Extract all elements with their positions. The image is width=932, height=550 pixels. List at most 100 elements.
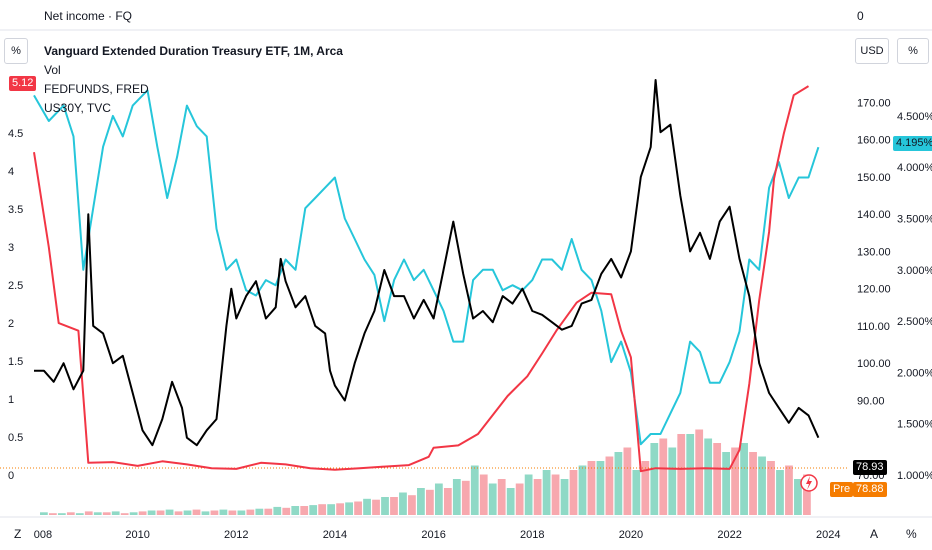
x-tick-label: 2016: [421, 529, 445, 541]
left-axis-tick: 3.5: [8, 204, 23, 216]
volume-bar: [542, 470, 551, 515]
volume-bar: [704, 438, 713, 515]
legend-fedfunds[interactable]: FEDFUNDS, FRED: [44, 82, 149, 96]
volume-bar: [452, 479, 461, 515]
volume-bar: [767, 461, 775, 515]
yield-axis-tick: 3.500%: [897, 214, 932, 226]
volume-bar: [632, 470, 641, 515]
volume-bar: [408, 495, 416, 515]
volume-bar: [695, 429, 704, 515]
yield-axis-tick: 4.000%: [897, 162, 932, 174]
volume-bar: [111, 511, 120, 515]
volume-bar: [605, 456, 614, 515]
pre-value-tag: 78.88: [853, 482, 887, 497]
left-axis-tick: 0.5: [8, 432, 23, 444]
legend-us30y[interactable]: US30Y, TVC: [44, 101, 111, 115]
left-scale-button[interactable]: %: [4, 38, 28, 64]
volume-bar: [138, 511, 147, 515]
x-tick-label: 008: [34, 529, 52, 541]
volume-bar: [147, 510, 156, 515]
volume-bar: [57, 513, 66, 515]
x-tick-label: 2010: [125, 529, 149, 541]
volume-bar: [776, 470, 784, 515]
volume-bar: [354, 501, 362, 515]
yield-axis-tick: 2.000%: [897, 367, 932, 379]
net-income-value: 0: [857, 9, 864, 23]
volume-bar: [264, 508, 273, 515]
volume-bar: [650, 443, 659, 515]
volume-bar: [578, 465, 587, 515]
volume-bar: [363, 498, 371, 515]
volume-bar: [282, 507, 291, 515]
volume-bar: [246, 509, 255, 515]
volume-bar: [399, 492, 407, 515]
volume-bar: [165, 509, 174, 515]
x-tick-label: 2012: [224, 529, 248, 541]
volume-bar: [560, 479, 569, 515]
yield-axis-tick: 2.500%: [897, 316, 932, 328]
x-tick-label: 2018: [520, 529, 544, 541]
volume-bar: [686, 434, 695, 515]
volume-bar: [713, 443, 722, 515]
yield-axis-tick: 1.000%: [897, 470, 932, 482]
zoom-z-button[interactable]: Z: [14, 527, 22, 541]
volume-bar: [417, 488, 425, 515]
volume-bar: [587, 461, 596, 515]
volume-bar: [201, 511, 210, 515]
legend-vol[interactable]: Vol: [44, 63, 61, 77]
price-axis-tick: 110.00: [857, 321, 890, 333]
price-axis-tick: 150.00: [857, 172, 891, 184]
lightning-icon-glyph: [806, 476, 812, 490]
volume-bar: [434, 483, 443, 515]
fedfunds-series-line: [33, 85, 810, 473]
us30y-last-tag: 4.195%: [893, 136, 932, 151]
price-last-tag: 78.93: [853, 460, 887, 475]
volume-bar: [785, 465, 793, 515]
volume-bar: [668, 447, 677, 515]
yield-axis-tick: 4.500%: [897, 111, 932, 123]
volume-bar: [596, 461, 605, 515]
volume-bar: [426, 489, 434, 515]
volume-bar: [66, 512, 75, 515]
price-axis-tick: 90.00: [857, 395, 885, 407]
volume-bar: [273, 506, 282, 515]
left-axis-tick: 4: [8, 166, 14, 178]
volume-bar: [551, 474, 560, 515]
volume-bar: [345, 502, 353, 515]
volume-bar: [183, 510, 192, 515]
volume-bar: [156, 510, 165, 515]
percent-scale-button[interactable]: %: [897, 38, 929, 64]
volume-bar: [372, 499, 380, 515]
volume-bar: [75, 513, 84, 515]
x-tick-label: 2020: [619, 529, 643, 541]
volume-bar: [641, 461, 650, 515]
x-tick-label: 2014: [323, 529, 347, 541]
volume-bar: [461, 480, 470, 515]
volume-bar: [794, 479, 802, 515]
volume-bar: [506, 488, 515, 515]
volume-bar: [443, 488, 452, 515]
percent-bottom-button[interactable]: %: [906, 527, 917, 541]
price-axis-tick: 120.00: [857, 284, 891, 296]
price-axis-tick: 160.00: [857, 135, 891, 147]
usd-currency-button[interactable]: USD: [855, 38, 889, 64]
auto-scale-button[interactable]: A: [870, 527, 879, 541]
volume-bar: [84, 511, 93, 515]
left-axis-tick: 4.5: [8, 128, 23, 140]
us30y-series-line: [33, 89, 820, 446]
x-tick-label: 2024: [816, 529, 840, 541]
volume-bar: [497, 479, 506, 515]
volume-bar: [381, 497, 389, 515]
volume-bar: [749, 452, 757, 515]
x-tick-label: 2022: [717, 529, 741, 541]
volume-bar: [318, 504, 327, 515]
price-series-line: [34, 79, 820, 447]
volume-bar: [93, 512, 102, 515]
volume-bar: [327, 504, 336, 515]
volume-bar: [291, 506, 300, 515]
left-axis-tick: 1.5: [8, 356, 23, 368]
yield-axis-tick: 1.500%: [897, 419, 932, 431]
legend-title[interactable]: Vanguard Extended Duration Treasury ETF,…: [44, 44, 343, 58]
yield-axis-tick: 3.000%: [897, 265, 932, 277]
